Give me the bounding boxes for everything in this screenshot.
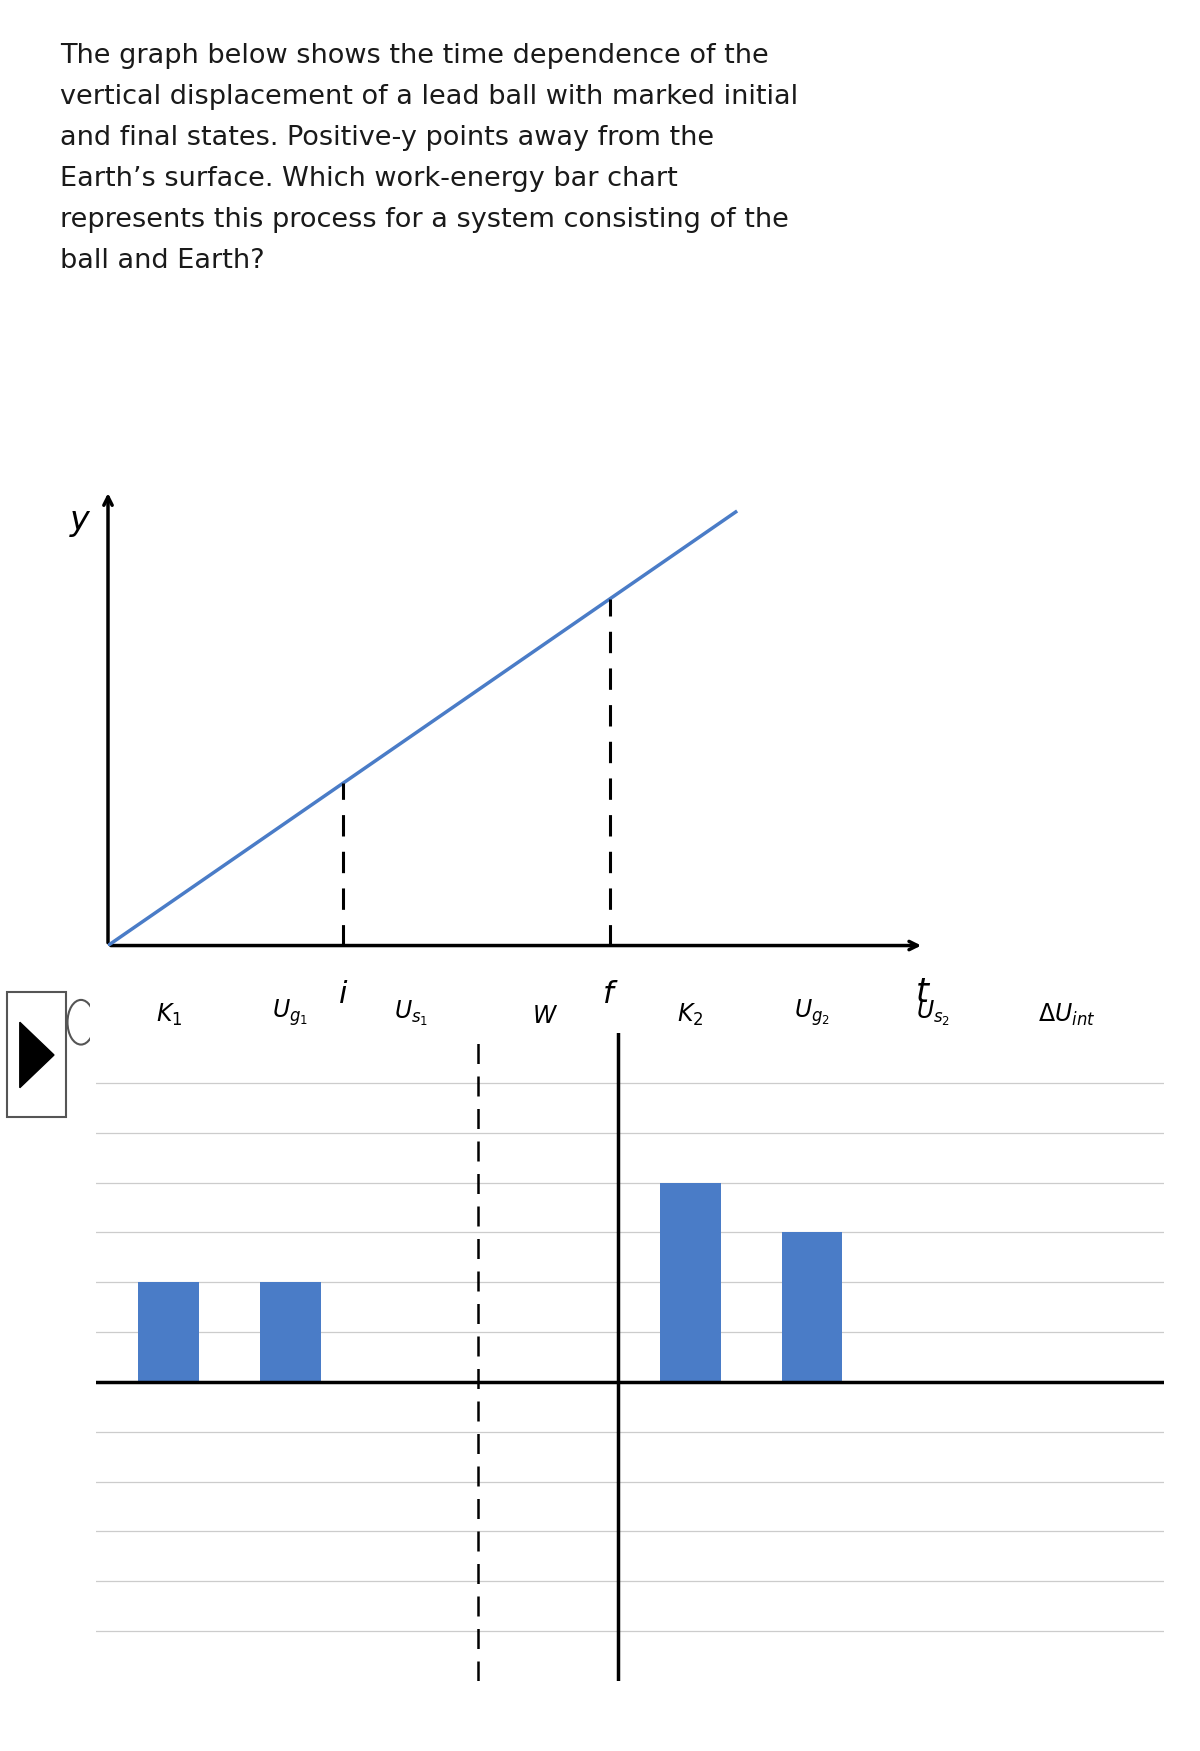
Text: t: t [916,975,929,1009]
Text: $i$: $i$ [338,981,348,1009]
Text: $\Delta U_{int}$: $\Delta U_{int}$ [1038,1002,1096,1028]
Bar [660,1182,721,1382]
Text: $U_{g_1}$: $U_{g_1}$ [272,998,308,1028]
Bar [781,1233,842,1382]
Polygon shape [19,1023,54,1087]
Text: $W$: $W$ [532,1003,558,1028]
Text: $K_2$: $K_2$ [678,1002,704,1028]
Circle shape [67,1000,95,1045]
Text: The graph below shows the time dependence of the
vertical displacement of a lead: The graph below shows the time dependenc… [60,44,798,275]
Text: y: y [70,504,90,538]
Text: $U_{g_2}$: $U_{g_2}$ [794,998,830,1028]
Text: $U_{s_1}$: $U_{s_1}$ [395,1000,428,1028]
FancyBboxPatch shape [7,993,66,1117]
Text: $f$: $f$ [602,981,618,1009]
Text: $K_1$: $K_1$ [156,1002,182,1028]
Bar [138,1282,199,1382]
Bar [260,1282,320,1382]
Text: $U_{s_2}$: $U_{s_2}$ [917,1000,950,1028]
